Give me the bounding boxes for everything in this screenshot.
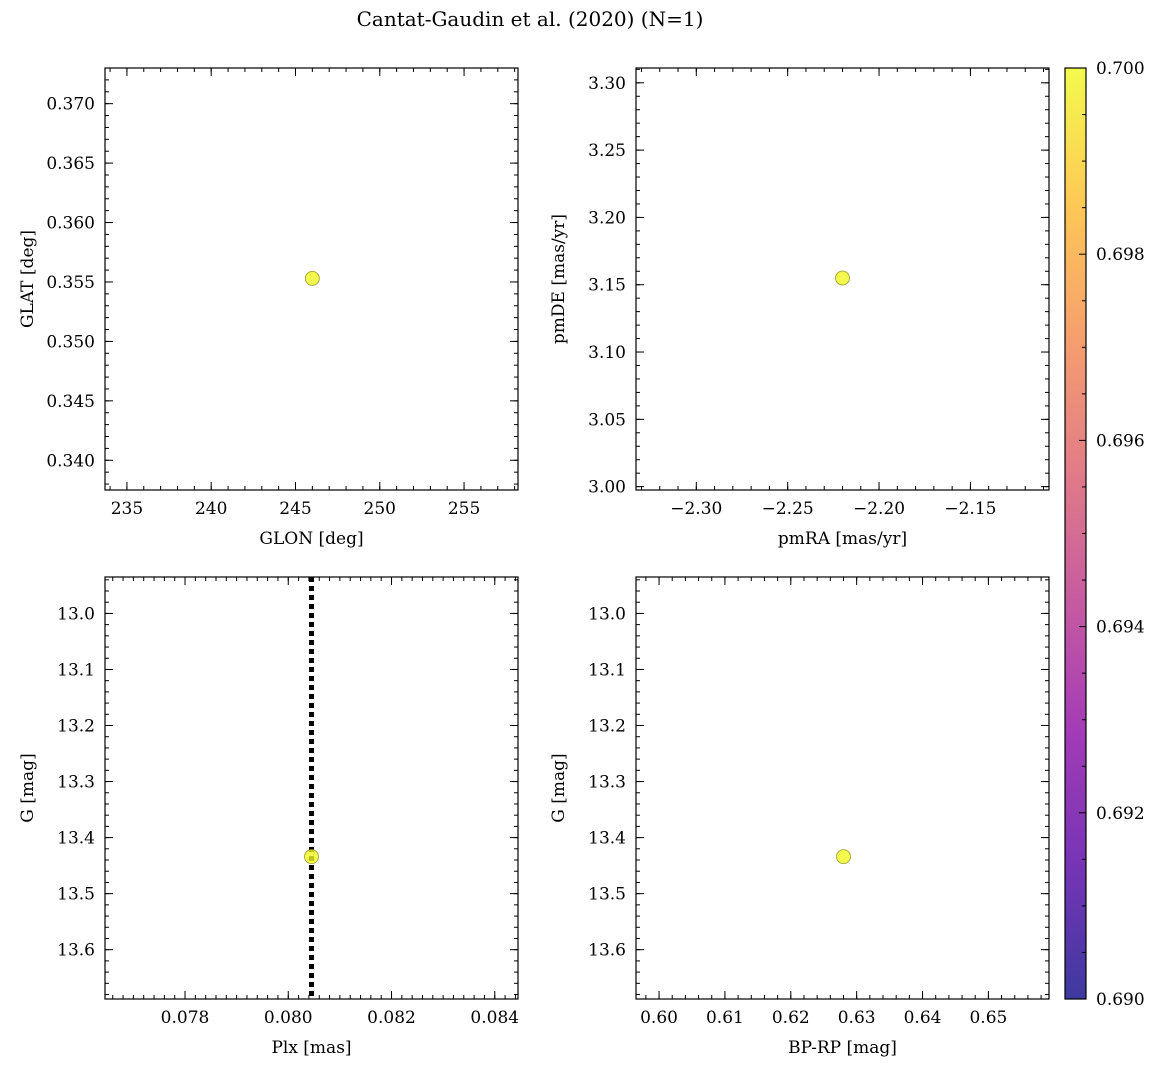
x-tick-label: 250 — [364, 499, 396, 519]
colorbar-tick-label: 0.692 — [1096, 804, 1145, 824]
y-tick-label: 13.2 — [57, 717, 95, 737]
axes-frame — [635, 67, 1050, 491]
x-axis-label: GLON [deg] — [259, 529, 363, 549]
colorbar-tick-label: 0.698 — [1096, 245, 1145, 265]
y-tick-label: 0.360 — [46, 214, 95, 234]
y-tick-label: 3.15 — [588, 276, 626, 296]
axes-frame — [104, 67, 519, 491]
y-tick-label: 13.6 — [57, 941, 95, 961]
y-tick-label: 3.10 — [588, 343, 626, 363]
x-tick-label: 240 — [195, 499, 227, 519]
x-tick-label: 0.64 — [904, 1008, 942, 1028]
y-tick-label: 13.2 — [588, 717, 626, 737]
x-tick-label: 0.078 — [161, 1008, 210, 1028]
x-tick-label: 0.084 — [470, 1008, 519, 1028]
axes-frame — [104, 576, 519, 1000]
x-axis-label: pmRA [mas/yr] — [778, 529, 907, 549]
y-tick-label: 13.1 — [57, 660, 95, 680]
y-tick-label: 13.1 — [588, 660, 626, 680]
axes-frame — [635, 576, 1050, 1000]
y-tick-label: 0.365 — [46, 154, 95, 174]
y-tick-label: 13.5 — [57, 885, 95, 905]
colorbar-tick-label: 0.700 — [1096, 59, 1145, 79]
x-tick-label: −2.25 — [762, 499, 814, 519]
colorbar-ticks — [1079, 67, 1086, 1000]
x-tick-label: 255 — [448, 499, 480, 519]
x-tick-label: 0.63 — [838, 1008, 876, 1028]
x-tick-label: 0.082 — [367, 1008, 416, 1028]
data-point — [835, 270, 850, 286]
y-tick-label: 13.3 — [57, 773, 95, 793]
x-axis-label: Plx [mas] — [271, 1038, 351, 1058]
tick-marks — [636, 577, 1049, 999]
y-axis-label: G [mag] — [549, 753, 569, 822]
panel-bprp-g: 0.60 0.61 0.62 0.63 0.64 0.65 13.0 13.1 13.2 13.3… — [549, 576, 1050, 1058]
y-tick-label: 13.3 — [588, 773, 626, 793]
y-tick-label: 0.350 — [46, 332, 95, 352]
colorbar-tick-label: 0.694 — [1096, 618, 1145, 638]
x-tick-label: 0.65 — [969, 1008, 1007, 1028]
x-tick-label: 0.61 — [706, 1008, 744, 1028]
y-axis-label: G [mag] — [18, 753, 38, 822]
colorbar-tick-label: 0.690 — [1096, 990, 1145, 1010]
data-point — [836, 849, 851, 865]
panels: 235 240 245 250 255 0.340 0.345 0.350 0.355 0.360… — [18, 67, 1050, 1058]
data-point — [304, 271, 320, 286]
colorbar: 0.690 0.692 0.694 0.696 0.698 0.700 — [1064, 59, 1145, 1010]
panel-glon-glat: 235 240 245 250 255 0.340 0.345 0.350 0.355 0.360… — [18, 67, 519, 549]
y-tick-label: 0.340 — [46, 451, 95, 471]
panel-plx-g: 0.078 0.080 0.082 0.084 13.0 13.1 13.2 13.3 13.4… — [18, 576, 519, 1058]
y-tick-label: 3.25 — [588, 141, 626, 161]
x-tick-label: −2.15 — [944, 499, 996, 519]
x-tick-label: 235 — [111, 499, 143, 519]
y-tick-label: 0.345 — [46, 392, 95, 412]
y-tick-label: 13.0 — [588, 604, 626, 624]
panel-pmra-pmde: −2.30 −2.25 −2.20 −2.15 3.00 3.05 3.10 3.15 3.20… — [549, 67, 1050, 549]
figure-title: Cantat-Gaudin et al. (2020) (N=1) — [357, 7, 704, 31]
x-tick-label: −2.30 — [670, 499, 722, 519]
y-tick-label: 3.30 — [588, 74, 626, 94]
tick-marks — [105, 67, 518, 490]
y-tick-label: 3.20 — [588, 208, 626, 228]
x-tick-label: 0.60 — [640, 1008, 678, 1028]
x-tick-label: 0.080 — [264, 1008, 313, 1028]
y-tick-label: 13.5 — [588, 885, 626, 905]
y-tick-label: 3.00 — [588, 478, 626, 498]
y-tick-label: 13.4 — [57, 829, 95, 849]
colorbar-tick-label: 0.696 — [1096, 431, 1145, 451]
y-tick-label: 13.6 — [588, 941, 626, 961]
x-tick-label: −2.20 — [853, 499, 905, 519]
y-axis-label: GLAT [deg] — [18, 230, 38, 328]
x-tick-label: 0.62 — [772, 1008, 810, 1028]
y-tick-label: 0.370 — [46, 95, 95, 115]
tick-marks — [105, 577, 518, 999]
y-tick-label: 3.05 — [588, 410, 626, 430]
data-point — [304, 849, 319, 865]
y-tick-label: 0.355 — [46, 273, 95, 293]
y-tick-label: 13.4 — [588, 829, 626, 849]
y-tick-label: 13.0 — [57, 604, 95, 624]
x-tick-label: 245 — [279, 499, 311, 519]
tick-marks — [636, 68, 1049, 490]
x-axis-label: BP-RP [mag] — [788, 1038, 897, 1058]
y-axis-label: pmDE [mas/yr] — [549, 214, 569, 344]
